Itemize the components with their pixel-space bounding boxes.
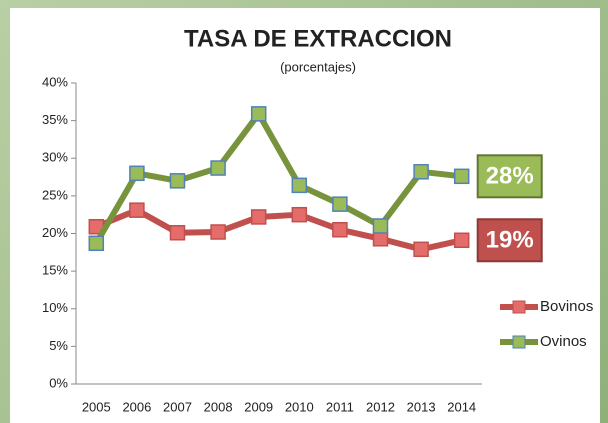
y-tick-label: 25%: [42, 187, 68, 202]
x-tick-label: 2006: [122, 399, 151, 414]
marker: [291, 206, 308, 223]
marker: [210, 224, 226, 240]
x-tick-label: 2009: [244, 399, 273, 414]
value-label: 28%: [486, 163, 534, 190]
y-tick-label: 30%: [42, 150, 68, 165]
x-tick-label: 2005: [82, 399, 111, 414]
x-tick-label: 2012: [366, 399, 395, 414]
marker: [332, 221, 348, 238]
marker: [372, 218, 389, 234]
x-tick-label: 2008: [204, 399, 233, 414]
marker: [453, 232, 470, 249]
marker: [250, 209, 267, 225]
value-label: 19%: [486, 227, 534, 254]
legend-label: Bovinos: [540, 298, 593, 315]
marker: [291, 177, 308, 194]
value-label-box: [476, 154, 543, 199]
chart-subtitle: (porcentajes): [280, 59, 356, 74]
y-tick-label: 40%: [42, 74, 68, 89]
value-label-box: [476, 218, 543, 263]
legend-marker: [512, 335, 526, 349]
series-line: [95, 207, 463, 253]
y-tick-label: 10%: [42, 300, 68, 315]
marker: [413, 164, 429, 180]
y-tick-label: 15%: [42, 263, 68, 278]
y-tick-label: 20%: [42, 225, 68, 240]
marker: [129, 165, 145, 182]
series-line: [93, 110, 463, 245]
x-tick-label: 2010: [285, 399, 314, 414]
marker: [332, 196, 348, 212]
marker: [210, 160, 226, 176]
y-tick-label: 0%: [49, 375, 68, 390]
marker: [169, 173, 186, 189]
x-tick-label: 2013: [407, 399, 436, 414]
x-tick-label: 2014: [447, 399, 476, 414]
y-tick-label: 5%: [49, 338, 68, 353]
marker: [453, 168, 470, 185]
marker: [88, 235, 105, 252]
chart-title: TASA DE EXTRACCION: [184, 25, 452, 52]
marker: [372, 231, 389, 247]
marker: [413, 241, 429, 258]
marker: [169, 224, 186, 241]
legend-label: Ovinos: [540, 333, 587, 350]
y-tick-label: 35%: [42, 112, 68, 127]
marker: [129, 202, 145, 218]
legend-marker: [512, 300, 526, 314]
marker: [250, 106, 267, 122]
x-tick-label: 2007: [163, 399, 192, 414]
x-tick-label: 2011: [326, 399, 354, 414]
